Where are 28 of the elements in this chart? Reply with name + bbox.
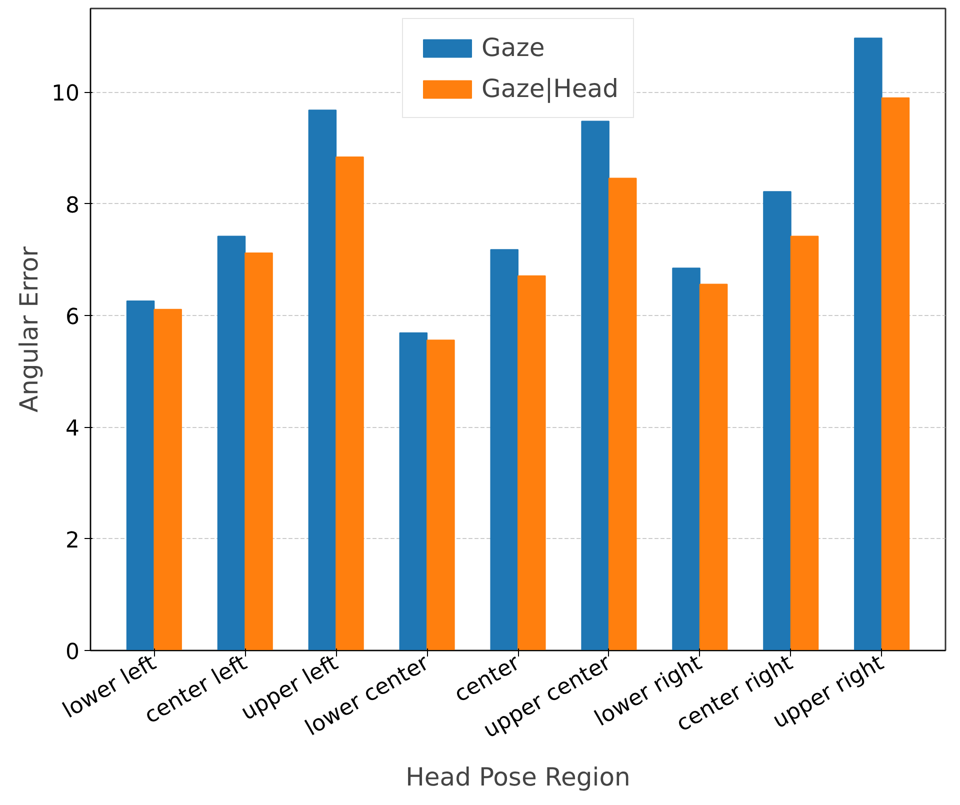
bar bbox=[244, 252, 273, 650]
legend-label: Gaze bbox=[482, 33, 545, 62]
bar bbox=[763, 191, 792, 650]
bar bbox=[672, 268, 700, 650]
y-tick-label: 0 bbox=[66, 640, 80, 665]
legend-label: Gaze|Head bbox=[482, 74, 618, 103]
bar bbox=[581, 120, 610, 650]
bar bbox=[126, 300, 155, 650]
bar bbox=[490, 249, 518, 650]
bar bbox=[426, 340, 455, 650]
bar bbox=[608, 178, 637, 650]
bar bbox=[308, 110, 337, 650]
y-tick-label: 2 bbox=[66, 528, 80, 554]
y-axis-title: Angular Error bbox=[14, 246, 44, 413]
x-axis-title: Head Pose Region bbox=[406, 762, 630, 792]
bar bbox=[790, 236, 819, 650]
bar bbox=[217, 236, 246, 650]
y-tick-label: 6 bbox=[66, 305, 80, 330]
bar bbox=[336, 156, 364, 650]
bar bbox=[154, 308, 182, 650]
y-tick-label: 10 bbox=[52, 82, 80, 107]
y-tick-label: 4 bbox=[66, 416, 80, 442]
bar bbox=[399, 332, 428, 650]
y-tick-label: 8 bbox=[66, 193, 80, 218]
bar bbox=[699, 284, 728, 650]
bar bbox=[881, 97, 910, 650]
bar bbox=[518, 275, 546, 650]
bar bbox=[854, 38, 882, 650]
